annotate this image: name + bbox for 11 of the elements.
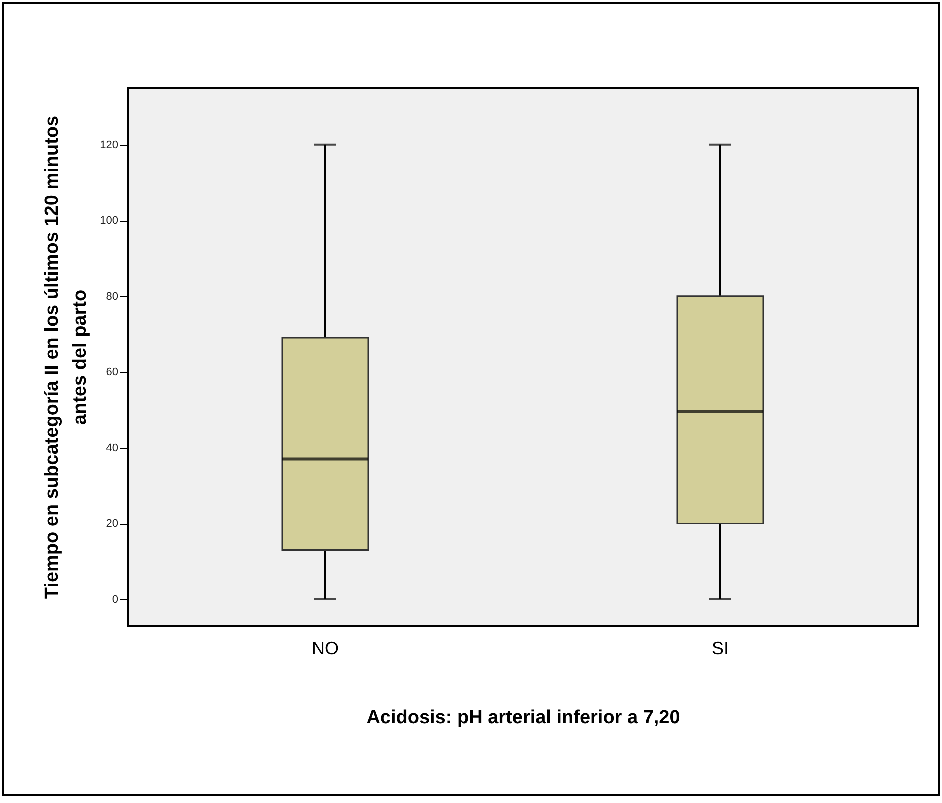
y-tick-label: 20 <box>106 518 118 530</box>
y-tick-label: 80 <box>106 290 118 303</box>
y-tick-label: 40 <box>106 442 118 454</box>
x-tick-label: NO <box>312 638 339 658</box>
y-tick-label: 100 <box>100 215 118 228</box>
x-axis-title: Acidosis: pH arterial inferior a 7,20 <box>366 708 680 728</box>
y-tick-label: 60 <box>106 366 118 379</box>
y-axis-title: Tiempo en subcategoría II en los últimos 120 minutos antes del parto <box>42 116 92 600</box>
y-tick-label: 120 <box>100 139 118 152</box>
y-tick-label: 0 <box>112 594 118 606</box>
x-tick-label: SI <box>712 638 730 658</box>
